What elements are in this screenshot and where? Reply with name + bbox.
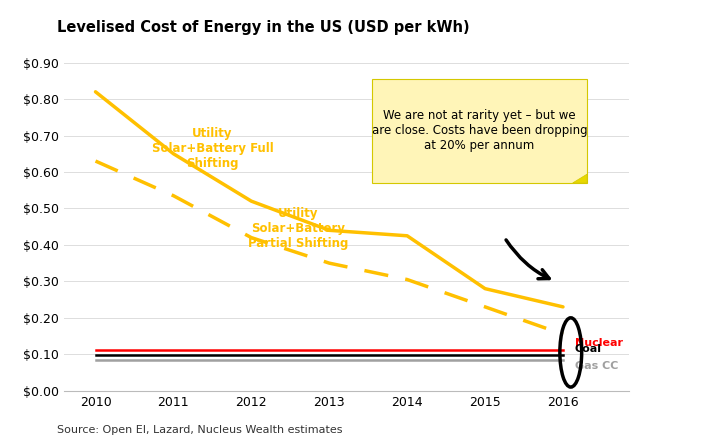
FancyBboxPatch shape — [373, 79, 587, 183]
Text: We are not at rarity yet – but we
are close. Costs have been dropping
at 20% per: We are not at rarity yet – but we are cl… — [372, 110, 587, 152]
Text: Coal: Coal — [575, 344, 601, 354]
Text: Utility
Solar+Battery Full
Shifting: Utility Solar+Battery Full Shifting — [152, 127, 273, 170]
Text: Levelised Cost of Energy in the US (USD per kWh): Levelised Cost of Energy in the US (USD … — [57, 20, 470, 35]
Polygon shape — [573, 174, 587, 183]
Text: Nuclear: Nuclear — [575, 338, 623, 348]
Text: Utility
Solar+Battery
Partial Shifting: Utility Solar+Battery Partial Shifting — [248, 207, 348, 250]
Text: Gas CC: Gas CC — [575, 361, 618, 371]
Text: Source: Open EI, Lazard, Nucleus Wealth estimates: Source: Open EI, Lazard, Nucleus Wealth … — [57, 425, 342, 435]
